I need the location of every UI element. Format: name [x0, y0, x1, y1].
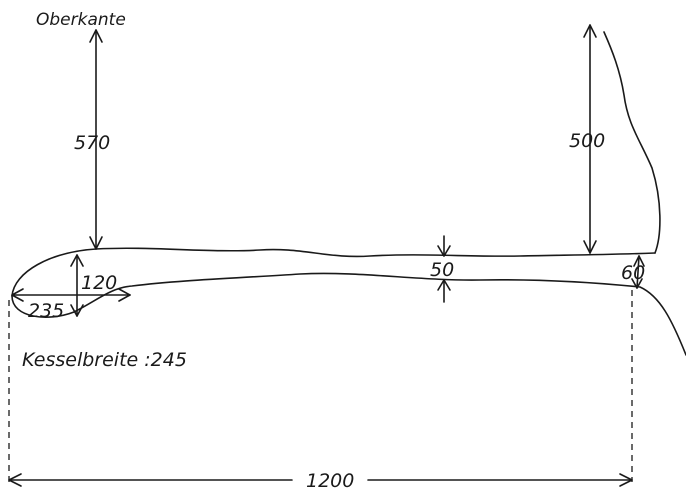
chamber-length-label: 235: [28, 300, 64, 322]
right-shaft-wall: [603, 31, 661, 254]
passage-height-upper-arrow: [437, 245, 451, 257]
passage-lower-wall: [11, 272, 686, 356]
passage-upper-wall: [11, 247, 656, 297]
chamber-height-arrow-top: [70, 254, 84, 267]
passage-height-label: 50: [430, 259, 454, 281]
chamber-length-arrow-left: [11, 288, 24, 302]
total-length-arrow-left: [8, 473, 22, 487]
chamber-height-arrow-bottom: [70, 304, 84, 317]
end-height-arrow-bottom: [631, 278, 643, 289]
depth-left-arrow-bottom: [89, 236, 103, 250]
end-height-arrow-top: [633, 255, 645, 267]
passage-height-lower-arrow: [437, 279, 451, 291]
chamber-height-label: 120: [81, 272, 117, 294]
depth-left-label: 570: [74, 132, 110, 154]
total-length-label: 1200: [306, 470, 354, 491]
depth-right-arrow-bottom: [583, 240, 597, 254]
end-height-label: 60: [621, 262, 645, 284]
end-height-line: [636, 255, 640, 289]
chamber-width-label: Kesselbreite :245: [22, 349, 187, 371]
depth-left-arrow-top: [89, 29, 103, 43]
top-edge-label: Oberkante: [36, 10, 126, 30]
depth-right-arrow-top: [583, 24, 597, 38]
total-length-arrow-right: [619, 473, 633, 487]
chamber-length-arrow-right: [118, 288, 131, 302]
depth-right-label: 500: [569, 130, 605, 152]
